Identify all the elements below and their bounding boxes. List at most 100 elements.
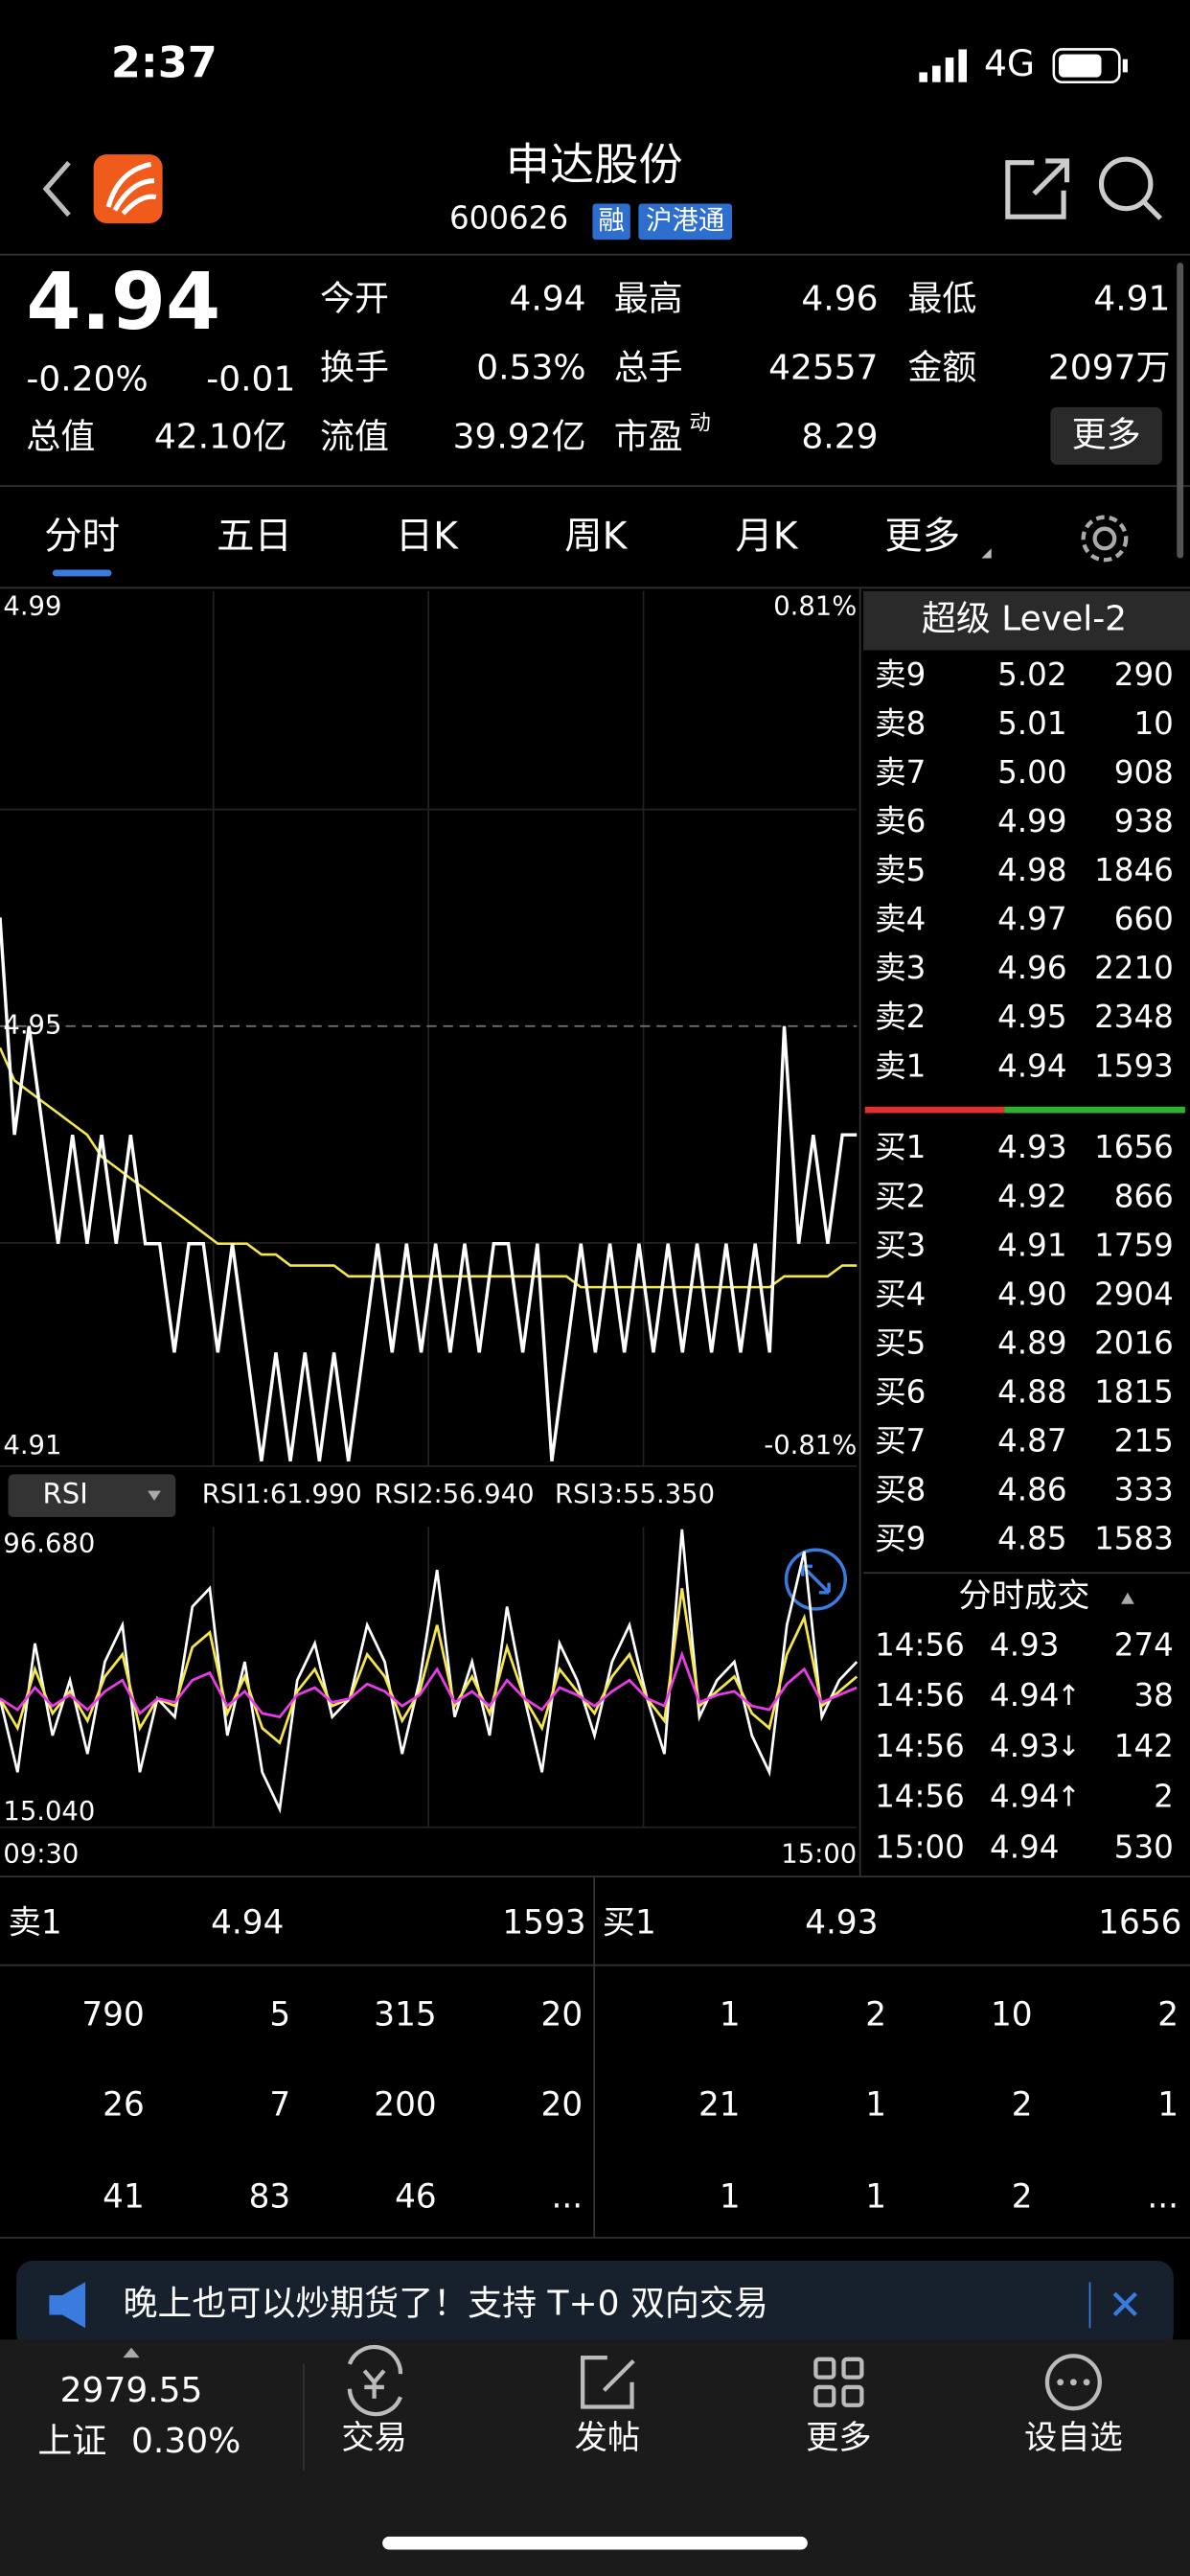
trade-time: 14:56 <box>875 1779 965 1815</box>
order-volume: 2 <box>865 1995 886 2034</box>
tab[interactable]: 月K <box>735 514 798 558</box>
price: 4.94 <box>26 257 220 348</box>
book-volume: 660 <box>1114 901 1174 937</box>
stat-value: 2097万 <box>1048 349 1171 388</box>
search-button[interactable] <box>1098 156 1162 220</box>
rsi-selector-label: RSI <box>43 1478 88 1510</box>
rsi-label: RSI3:55.350 <box>555 1480 715 1509</box>
trade-time: 14:56 <box>875 1677 965 1714</box>
trade-price: 4.94 <box>990 1828 1059 1865</box>
stat-sup: 动 <box>690 411 711 436</box>
avg-line <box>0 1046 858 1289</box>
book-price: 4.86 <box>997 1472 1066 1508</box>
book-label: 买7 <box>875 1423 926 1460</box>
order-volume: 21 <box>698 2085 741 2124</box>
order-volume: 2 <box>1157 1995 1179 2034</box>
watchlist-icon <box>1044 2354 1102 2411</box>
stat-value: 42.10亿 <box>154 417 287 456</box>
expand-button[interactable] <box>784 1548 847 1611</box>
queue-volume: 1656 <box>1098 1903 1181 1942</box>
stat-label: 最低 <box>907 280 976 319</box>
book-volume: 1759 <box>1094 1227 1174 1263</box>
index-change: 0.30% <box>131 2422 240 2461</box>
book-volume: 333 <box>1114 1472 1174 1508</box>
rsi-line <box>0 1588 858 1745</box>
book-label: 卖8 <box>875 705 926 742</box>
order-volume: 5 <box>269 1995 290 2034</box>
x-start-label: 09:30 <box>3 1839 79 1869</box>
book-label: 买3 <box>875 1227 926 1263</box>
book-label: 买8 <box>875 1472 926 1508</box>
trade-time: 14:56 <box>875 1728 965 1764</box>
book-volume: 2904 <box>1094 1276 1174 1312</box>
rsi-selector[interactable] <box>8 1474 176 1517</box>
share-button[interactable] <box>1005 158 1070 219</box>
trade-volume: 38 <box>1133 1677 1173 1714</box>
tab[interactable]: 更多 <box>884 514 960 558</box>
order-volume: 1 <box>1157 2085 1179 2124</box>
tab[interactable]: 分时 <box>44 514 120 558</box>
trade-volume: 274 <box>1114 1626 1174 1663</box>
stat-label: 最高 <box>614 280 683 319</box>
tab[interactable]: 五日 <box>217 514 292 558</box>
stat-label: 总值 <box>26 417 95 456</box>
close-button[interactable] <box>1112 2291 1137 2317</box>
signal-icon <box>919 49 968 82</box>
pct-bottom-label: -0.81% <box>764 1431 857 1460</box>
stat-value: 0.53% <box>476 349 585 388</box>
tab-bar-item[interactable]: 更多 <box>806 2419 872 2457</box>
rsi-label: RSI1:61.990 <box>202 1480 362 1509</box>
banner[interactable] <box>16 2261 1174 2350</box>
price-line <box>0 917 858 1461</box>
order-volume: 1 <box>720 2177 741 2216</box>
order-volume: 1 <box>720 1995 741 2034</box>
order-volume: ... <box>551 2177 583 2216</box>
battery-icon <box>1052 48 1128 84</box>
trade-time: 14:56 <box>875 1626 965 1663</box>
queue-price: 4.93 <box>805 1903 878 1942</box>
book-label: 买9 <box>875 1521 926 1557</box>
book-label: 卖2 <box>875 999 926 1035</box>
queue-label: 卖1 <box>9 1903 62 1942</box>
post-icon <box>581 2355 635 2409</box>
book-volume: 938 <box>1114 803 1174 840</box>
trade-time: 15:00 <box>875 1828 965 1865</box>
order-volume: 790 <box>81 1995 144 2034</box>
order-volume: 2 <box>1012 2085 1033 2124</box>
book-label: 卖1 <box>875 1047 926 1084</box>
app-logo <box>93 154 163 224</box>
tab-bar-item[interactable]: 设自选 <box>1024 2419 1123 2457</box>
book-price: 4.85 <box>997 1521 1066 1557</box>
trade-arrow: ↑ <box>1057 1781 1080 1813</box>
trade-price: 4.93 <box>990 1728 1059 1764</box>
settings-button[interactable] <box>1081 515 1129 563</box>
time: 2:37 <box>111 38 217 88</box>
chart-grid <box>0 590 858 1828</box>
tab-bar-item[interactable]: 发帖 <box>575 2419 641 2457</box>
tab[interactable]: 周K <box>564 514 628 558</box>
pct-top-label: 0.81% <box>773 591 857 621</box>
tag: 融 <box>598 206 624 236</box>
stat-value: 4.91 <box>1093 280 1170 319</box>
book-price: 4.92 <box>997 1178 1066 1214</box>
trade-volume: 2 <box>1154 1779 1174 1815</box>
book-volume: 2016 <box>1094 1324 1174 1361</box>
stat-value: 42557 <box>768 349 878 388</box>
tab[interactable]: 日K <box>396 514 459 558</box>
queue-label: 买1 <box>603 1903 656 1942</box>
more-button[interactable] <box>1050 406 1162 465</box>
book-label: 卖4 <box>875 901 926 937</box>
trade-volume: 530 <box>1114 1828 1174 1865</box>
tab-indicator <box>52 569 112 577</box>
book-price: 4.99 <box>997 803 1066 840</box>
rsi-line <box>0 1529 858 1814</box>
order-volume: 1 <box>865 2085 886 2124</box>
tab-bar-item[interactable]: 交易 <box>341 2419 407 2457</box>
book-volume: 1846 <box>1094 852 1174 888</box>
order-volume: 7 <box>269 2085 290 2124</box>
back-button[interactable] <box>42 160 71 218</box>
stat-label: 流值 <box>320 417 389 456</box>
sort-arrow <box>1121 1592 1134 1604</box>
